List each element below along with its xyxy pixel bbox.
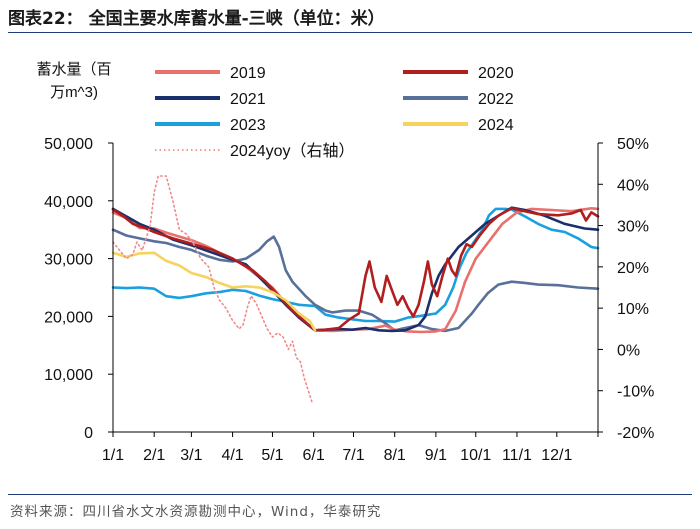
left-tick-label: 0 (84, 425, 93, 442)
x-tick-label: 6/1 (303, 447, 325, 464)
left-axis-label-line: 蓄水量（百 (36, 61, 111, 78)
left-axis-label: 蓄水量（百万m^3) (36, 61, 111, 101)
title-rule (8, 32, 692, 33)
x-tick-label: 3/1 (180, 447, 202, 464)
right-tick-label: 20% (617, 260, 649, 277)
left-axis-label-line: 万m^3) (50, 84, 98, 101)
series-line-2024 (111, 251, 317, 332)
right-tick-label: 40% (617, 177, 649, 194)
source-rule (8, 494, 692, 495)
x-tick-label: 10/1 (460, 447, 491, 464)
x-tick-label: 5/1 (261, 447, 283, 464)
legend-label: 2021 (230, 91, 266, 108)
x-tick-label: 1/1 (102, 447, 124, 464)
legend-label: 2023 (230, 117, 266, 134)
left-tick-label: 40,000 (44, 194, 93, 211)
right-tick-label: 30% (617, 219, 649, 236)
right-tick-label: -10% (617, 384, 654, 401)
right-tick-label: 0% (617, 342, 640, 359)
legend-label: 2024yoy（右轴） (230, 142, 355, 160)
axes: 0 10,000 20,000 30,000 40,000 50,000 -20% -10% 0… (44, 136, 654, 464)
legend-label: 2019 (230, 65, 266, 82)
plot-lines (111, 175, 600, 404)
left-tick-label: 10,000 (44, 367, 93, 384)
source-note: 资料来源：四川省水文水资源勘测中心，Wind，华泰研究 (10, 504, 382, 520)
left-tick-label: 50,000 (44, 136, 93, 153)
legend-label: 2022 (478, 91, 514, 108)
x-tick-label: 4/1 (221, 447, 243, 464)
legend: 2019 2020 2021 2022 2023 2024 2024yoy（右轴） (155, 65, 514, 160)
x-tick-label: 9/1 (425, 447, 447, 464)
series-line-2023 (111, 207, 600, 323)
right-tick-label: 10% (617, 301, 649, 318)
series-line-2022 (111, 228, 600, 333)
x-tick-label: 12/1 (541, 447, 572, 464)
series-line-2020 (111, 207, 600, 332)
x-tick-label: 11/1 (502, 447, 532, 464)
right-tick-label: -20% (617, 425, 654, 442)
series-line-2024yoy (112, 175, 314, 404)
right-tick-label: 50% (617, 136, 649, 153)
x-tick-label: 2/1 (143, 447, 165, 464)
x-tick-label: 8/1 (384, 447, 406, 464)
legend-label: 2024 (478, 117, 514, 134)
left-tick-label: 30,000 (44, 252, 93, 269)
legend-label: 2020 (478, 65, 514, 82)
x-tick-label: 7/1 (342, 447, 364, 464)
figure-title: 图表22： 全国主要水库蓄水量-三峡（单位：米） (8, 9, 385, 29)
left-tick-label: 20,000 (44, 309, 93, 326)
